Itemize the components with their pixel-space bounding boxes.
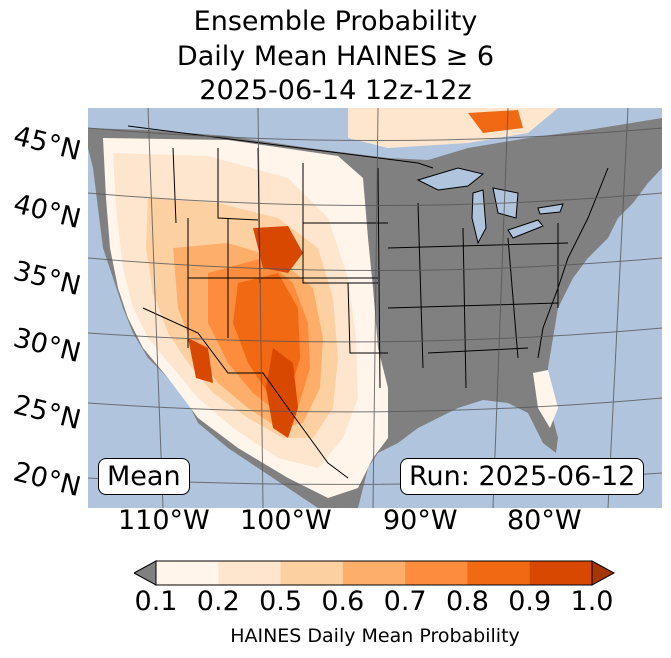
meridian-70w	[607, 108, 629, 508]
colorbar-segments	[156, 561, 593, 585]
colorbar-segment	[280, 561, 344, 585]
colorbar-segment	[529, 561, 593, 585]
colorbar-extend-high	[591, 560, 616, 586]
meridian-90w	[372, 108, 379, 508]
lake-superior	[416, 167, 485, 191]
colorbar-segment	[467, 561, 531, 585]
meridian-80w	[492, 108, 509, 508]
parallel-30n	[88, 327, 662, 343]
lon-label-100w: 100°W	[240, 505, 332, 536]
parallel-45n	[88, 127, 662, 141]
lon-label-80w: 80°W	[507, 505, 582, 536]
lat-label-45n: 45°N	[10, 120, 84, 168]
map-svg	[88, 108, 662, 508]
colorbar-tick-label: 1.0	[570, 586, 614, 617]
lake-erie	[507, 219, 544, 239]
colorbar-tick-label: 0.1	[134, 586, 178, 617]
run-label-box: Run: 2025-06-12	[400, 458, 645, 495]
colorbar-tick-label: 0.8	[445, 586, 489, 617]
state-border	[417, 202, 559, 389]
state-border	[387, 242, 569, 354]
prob-0-9-region	[188, 226, 303, 438]
graticule	[88, 108, 662, 508]
title-line-2: Daily Mean HAINES ≥ 6	[176, 41, 495, 72]
parallel-35n	[88, 257, 662, 271]
colorbar-tick-label: 0.2	[196, 586, 240, 617]
political-borders	[127, 125, 609, 479]
lon-label-90w: 90°W	[383, 505, 458, 536]
colorbar-segment	[342, 561, 406, 585]
lake-ontario	[537, 203, 564, 215]
colorbar-segment	[156, 561, 219, 585]
colorbar-tick-label: 0.9	[508, 586, 552, 617]
colorbar-extend-low	[134, 560, 157, 586]
map-panel	[88, 108, 662, 508]
us-mexico-border	[142, 307, 349, 479]
lat-label-20n: 20°N	[10, 456, 84, 504]
title-line-3: 2025-06-14 12z-12z	[199, 75, 472, 106]
parallel-25n	[88, 397, 662, 413]
lon-label-110w: 110°W	[118, 505, 210, 536]
lake-michigan	[471, 189, 487, 245]
lat-label-30n: 30°N	[10, 322, 84, 370]
state-border	[187, 218, 388, 348]
prob-canada-high	[468, 110, 523, 133]
colorbar-tick-label: 0.6	[321, 586, 365, 617]
lat-label-25n: 25°N	[10, 389, 84, 437]
colorbar-tick-label: 0.7	[383, 586, 427, 617]
title-line-1: Ensemble Probability	[193, 6, 478, 37]
colorbar-outline	[155, 560, 593, 586]
colorbar-segment	[218, 561, 282, 585]
probability-shading	[103, 108, 558, 498]
prob-florida-region	[533, 370, 558, 428]
great-lakes	[416, 167, 564, 245]
colorbar-segment	[405, 561, 468, 585]
colorbar	[134, 560, 616, 586]
meridian-100w	[257, 108, 264, 508]
lat-label-35n: 35°N	[10, 255, 84, 303]
colorbar-tick-label: 0.5	[259, 586, 303, 617]
colorbar-label: HAINES Daily Mean Probability	[230, 625, 520, 647]
meridian-110w	[147, 108, 164, 508]
us-canada-border	[127, 125, 434, 169]
east-coast	[537, 167, 609, 359]
state-border	[172, 147, 378, 284]
stat-label-box: Mean	[98, 458, 190, 495]
lat-label-40n: 40°N	[10, 188, 84, 236]
